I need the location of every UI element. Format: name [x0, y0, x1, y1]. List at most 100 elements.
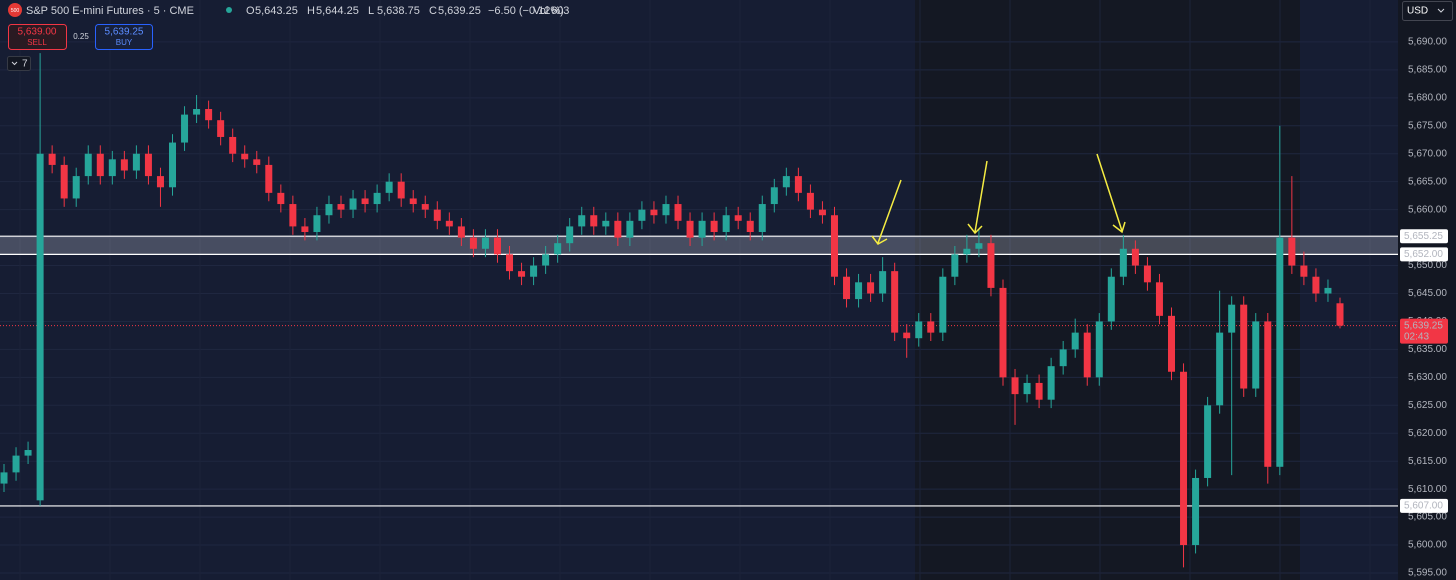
candle-body: [915, 321, 923, 339]
candle-body: [1336, 303, 1344, 326]
candle-body: [843, 276, 851, 300]
ohlc-label: C: [429, 5, 437, 17]
candle-body: [782, 176, 790, 188]
candle-body: [518, 271, 526, 277]
candle-body: [1228, 304, 1236, 333]
candle-body: [385, 181, 393, 193]
candle-body: [1324, 287, 1332, 294]
sell-price: 5,639.00: [18, 27, 57, 38]
indicators-toggle[interactable]: 7: [7, 56, 31, 71]
candle-body: [903, 332, 911, 339]
candle-body: [590, 215, 598, 227]
candle-body: [939, 276, 947, 333]
countdown: 02:43: [1404, 331, 1429, 342]
y-tick-label: 5,625.00: [1408, 400, 1447, 411]
y-tick-label: 5,630.00: [1408, 372, 1447, 383]
y-tick-label: 5,665.00: [1408, 176, 1447, 187]
candle-body: [481, 237, 489, 249]
candle-body: [951, 254, 959, 277]
ohlc-label: H: [307, 5, 315, 17]
change: −6.50 (−0.12%): [488, 5, 564, 17]
candle-body: [1312, 276, 1320, 294]
candle-body: [710, 220, 718, 232]
spread: 0.25: [73, 32, 89, 41]
candle-body: [24, 450, 32, 456]
y-tick-label: 5,650.00: [1408, 260, 1447, 271]
candle-body: [325, 204, 333, 216]
candle-body: [1143, 265, 1151, 283]
ohlc-label: L: [368, 5, 374, 17]
y-tick-label: 5,610.00: [1408, 484, 1447, 495]
toggle-box: [7, 56, 31, 71]
candle-body: [265, 164, 273, 193]
sell-button[interactable]: 5,639.00 SELL: [8, 24, 67, 50]
y-tick-label: 5,680.00: [1408, 92, 1447, 103]
y-tick-label: 5,645.00: [1408, 288, 1447, 299]
level-label-box: [1400, 247, 1448, 262]
candle-body: [674, 204, 682, 221]
session-bg: [0, 0, 915, 580]
candle-body: [734, 215, 742, 221]
candle-body: [337, 204, 345, 210]
candle-body: [421, 204, 429, 210]
y-tick-label: 5,660.00: [1408, 204, 1447, 215]
badge-text: 500: [11, 8, 20, 14]
candle-body: [602, 220, 610, 227]
candle-body: [1288, 237, 1296, 266]
level-label-box: [1400, 229, 1448, 244]
candle-body: [1155, 282, 1163, 316]
y-tick-label: 5,600.00: [1408, 540, 1447, 551]
candle-body: [397, 181, 405, 199]
candle-body: [650, 209, 658, 216]
candle-body: [229, 136, 237, 154]
candle-body: [758, 204, 766, 232]
candle-body: [1131, 248, 1139, 266]
volume-label: Vol: [533, 5, 548, 17]
candle-body: [1204, 405, 1212, 478]
ohlc-value: 5,643.25: [255, 5, 298, 17]
candle-body: [361, 198, 369, 205]
candle-body: [698, 220, 706, 238]
candle-body: [1071, 332, 1079, 350]
candle-body: [1011, 377, 1019, 395]
y-tick-label: 5,635.00: [1408, 344, 1447, 355]
candle-body: [1083, 332, 1091, 378]
zone: [0, 236, 1398, 255]
candle-body: [96, 153, 104, 177]
ohlc-value: 5,644.25: [316, 5, 359, 17]
buy-button[interactable]: 5,639.25 BUY: [95, 24, 153, 50]
candle-body: [84, 153, 92, 177]
arrow: [1096, 153, 1126, 234]
level-label: 5,655.25: [1404, 231, 1443, 242]
candle-body: [975, 243, 983, 249]
candle-body: [1107, 276, 1115, 322]
chevron: [1437, 8, 1445, 13]
candle-body: [156, 176, 164, 188]
candle-body: [60, 164, 68, 199]
candle-body: [132, 153, 140, 171]
candle-body: [1095, 321, 1103, 378]
candle-body: [1240, 304, 1248, 389]
y-tick-label: 5,605.00: [1408, 512, 1447, 523]
y-tick-label: 5,670.00: [1408, 148, 1447, 159]
candle-body: [855, 282, 863, 300]
candle-body: [686, 220, 694, 238]
candle-body: [1035, 382, 1043, 400]
candle-body: [1167, 315, 1175, 372]
candle-body: [241, 153, 249, 160]
sell-label: SELL: [27, 38, 47, 47]
candle-body: [879, 271, 887, 294]
candle-body: [108, 159, 116, 177]
last-price-box: [1400, 318, 1448, 344]
candle-body: [493, 237, 501, 255]
candle-body: [746, 220, 754, 232]
currency-box: [1402, 1, 1453, 21]
candle-body: [12, 455, 20, 473]
candle-body: [614, 220, 622, 238]
candle-body: [806, 192, 814, 210]
currency: USD: [1407, 6, 1428, 17]
last-price-label: 5,639.25: [1404, 320, 1443, 331]
ohlc-label: O: [246, 5, 255, 17]
currency-select[interactable]: USD: [1402, 1, 1453, 21]
candle-body: [1264, 321, 1272, 467]
